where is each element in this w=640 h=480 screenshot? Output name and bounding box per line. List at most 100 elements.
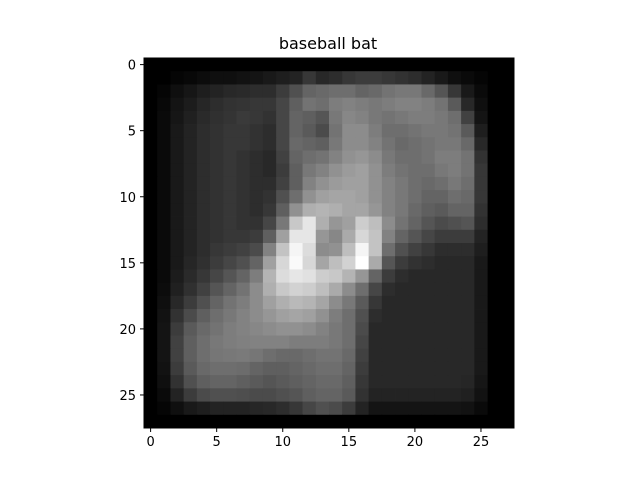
heatmap-cell: [144, 401, 158, 416]
heatmap-cell: [289, 97, 303, 112]
heatmap-cell: [289, 163, 303, 178]
heatmap-cell: [170, 176, 185, 191]
heatmap-cell: [408, 388, 422, 402]
heatmap-cell: [249, 243, 264, 257]
heatmap-cell: [381, 309, 396, 323]
heatmap-cell: [157, 401, 171, 416]
heatmap-cell: [289, 203, 303, 217]
heatmap-cell: [355, 84, 370, 99]
heatmap-cell: [421, 309, 436, 323]
heatmap-cell: [474, 388, 488, 402]
heatmap-cell: [368, 229, 383, 244]
heatmap-cell: [262, 282, 277, 297]
heatmap-cell: [395, 375, 409, 389]
heatmap-cell: [487, 124, 502, 138]
heatmap-cell: [447, 375, 462, 389]
heatmap-cell: [408, 137, 422, 151]
heatmap-cell: [170, 137, 185, 151]
heatmap-cell: [395, 282, 409, 297]
heatmap-cell: [276, 84, 290, 99]
chart-title: baseball bat: [279, 34, 377, 53]
heatmap-cell: [223, 84, 237, 99]
heatmap-cell: [236, 84, 251, 99]
heatmap-cell: [276, 58, 290, 72]
heatmap-cell: [249, 309, 264, 323]
heatmap-cell: [395, 361, 409, 376]
heatmap-cell: [210, 163, 224, 178]
heatmap-cell: [170, 335, 185, 350]
heatmap-cell: [447, 71, 462, 85]
heatmap-cell: [196, 190, 211, 204]
heatmap-cell: [236, 97, 251, 112]
heatmap-cell: [355, 71, 370, 85]
heatmap-cell: [236, 203, 251, 217]
heatmap-cell: [157, 137, 171, 151]
heatmap-cell: [315, 84, 330, 99]
heatmap-cell: [408, 361, 422, 376]
heatmap-cell: [500, 388, 515, 402]
heatmap-cell: [342, 348, 356, 363]
heatmap-cell: [210, 229, 224, 244]
heatmap-image: [144, 58, 515, 429]
heatmap-cell: [381, 361, 396, 376]
heatmap-cell: [249, 229, 264, 244]
heatmap-cell: [157, 71, 171, 85]
heatmap-cell: [157, 243, 171, 257]
heatmap-cell: [144, 84, 158, 99]
heatmap-cell: [223, 361, 237, 376]
heatmap-cell: [447, 58, 462, 72]
heatmap-cell: [236, 216, 251, 231]
heatmap-cell: [500, 269, 515, 284]
heatmap-cell: [236, 335, 251, 350]
heatmap-cell: [355, 322, 370, 336]
heatmap-cell: [157, 282, 171, 297]
heatmap-cell: [249, 375, 264, 389]
heatmap-cell: [434, 322, 449, 336]
heatmap-cell: [487, 309, 502, 323]
heatmap-cell: [144, 282, 158, 297]
heatmap-cell: [342, 243, 356, 257]
heatmap-cell: [329, 97, 343, 112]
heatmap-cell: [368, 190, 383, 204]
heatmap-cell: [262, 269, 277, 284]
heatmap-cell: [381, 190, 396, 204]
heatmap-cell: [315, 401, 330, 416]
heatmap-cell: [236, 58, 251, 72]
heatmap-cell: [315, 414, 330, 429]
heatmap-cell: [236, 150, 251, 165]
heatmap-cell: [474, 322, 488, 336]
heatmap-cell: [474, 229, 488, 244]
heatmap-cell: [395, 401, 409, 416]
heatmap-cell: [395, 309, 409, 323]
heatmap-cell: [289, 190, 303, 204]
heatmap-cell: [210, 216, 224, 231]
heatmap-cell: [461, 229, 475, 244]
heatmap-cell: [170, 414, 185, 429]
heatmap-cell: [447, 309, 462, 323]
heatmap-cell: [183, 243, 198, 257]
heatmap-cell: [474, 150, 488, 165]
heatmap-cell: [236, 124, 251, 138]
heatmap-cell: [196, 414, 211, 429]
heatmap-cell: [196, 97, 211, 112]
heatmap-cell: [223, 203, 237, 217]
heatmap-cell: [157, 414, 171, 429]
heatmap-cell: [342, 137, 356, 151]
heatmap-cell: [368, 58, 383, 72]
heatmap-cell: [236, 348, 251, 363]
heatmap-cell: [223, 243, 237, 257]
heatmap-cell: [315, 229, 330, 244]
heatmap-cell: [223, 229, 237, 244]
heatmap-cell: [474, 190, 488, 204]
heatmap-cell: [500, 322, 515, 336]
heatmap-cell: [395, 269, 409, 284]
heatmap-cell: [302, 150, 317, 165]
heatmap-cell: [210, 348, 224, 363]
heatmap-cell: [223, 335, 237, 350]
heatmap-cell: [368, 361, 383, 376]
heatmap-cell: [381, 375, 396, 389]
heatmap-cell: [157, 163, 171, 178]
heatmap-cell: [262, 150, 277, 165]
heatmap-cell: [368, 348, 383, 363]
heatmap-cell: [210, 309, 224, 323]
